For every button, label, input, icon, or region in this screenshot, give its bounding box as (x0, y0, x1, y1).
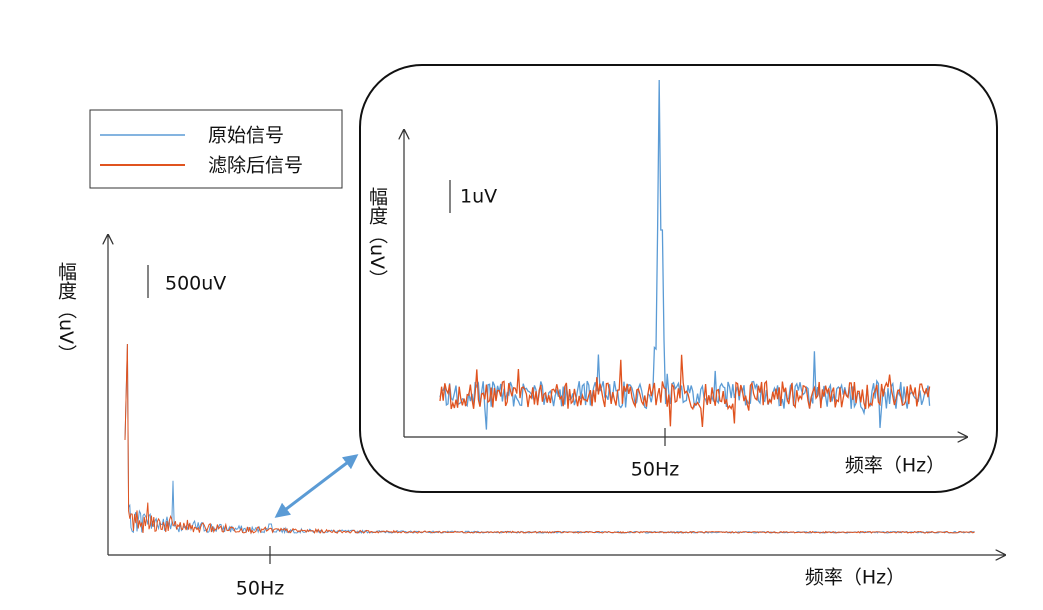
y-axis-label: 幅度（uV） (366, 187, 388, 288)
inset-box (359, 64, 998, 493)
scale-bar-label: 500uV (165, 273, 226, 295)
zoom-arrow (274, 454, 359, 518)
y-axis-label: 幅度（uV） (55, 262, 77, 363)
scale-bar-label: 1uV (460, 186, 497, 208)
inset-traces (439, 79, 931, 430)
trace (439, 354, 931, 428)
legend-box (89, 109, 343, 189)
x-marker-label: 50Hz (631, 459, 679, 481)
x-axis-label: 频率（Hz） (845, 455, 945, 477)
legend-label: 滤除后信号 (208, 155, 303, 177)
legend-label: 原始信号 (208, 125, 284, 147)
trace (124, 343, 975, 535)
x-marker-label: 50Hz (236, 578, 284, 600)
main-traces (124, 343, 975, 535)
x-axis-label: 频率（Hz） (805, 567, 905, 589)
